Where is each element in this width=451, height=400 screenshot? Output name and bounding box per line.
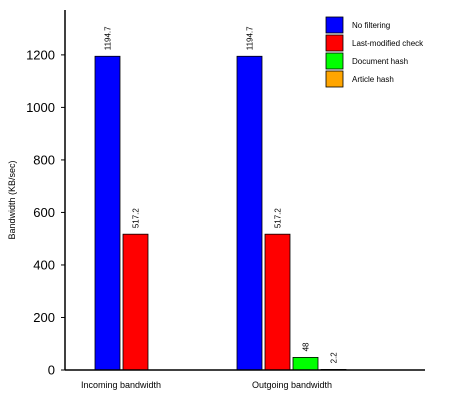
axes-layer (61, 10, 425, 371)
y-tick-label: 800 (33, 152, 55, 167)
data-label: 517.2 (132, 208, 141, 229)
y-axis-title: Bandwidth (KB/sec) (7, 160, 17, 239)
y-tick-label: 600 (33, 205, 55, 220)
legend-swatch (325, 52, 344, 70)
y-tick-label: 1000 (26, 100, 55, 115)
legend-label: Last-modified check (352, 39, 424, 48)
legend-swatch (325, 34, 344, 52)
bar (236, 55, 263, 371)
y-tick-label: 1200 (26, 47, 55, 62)
bar (264, 233, 291, 371)
data-label: 2.2 (330, 352, 339, 364)
legend-label: Article hash (352, 75, 394, 84)
data-label: 48 (302, 342, 311, 351)
bar (122, 233, 149, 371)
legend: No filtering Last-modified check Document … (325, 16, 424, 88)
x-category-label: Outgoing bandwidth (252, 380, 332, 390)
bar (94, 55, 121, 371)
x-category-label: Incoming bandwidth (81, 380, 161, 390)
y-tick-label: 0 (48, 363, 55, 378)
legend-swatch (325, 16, 344, 34)
bar (292, 356, 319, 371)
data-label: 517.2 (274, 208, 283, 229)
y-tick-label: 400 (33, 257, 55, 272)
data-label: 1194.7 (246, 26, 255, 50)
legend-swatch (325, 70, 344, 88)
labels-layer: Bandwidth (KB/sec) 0 200 400 600 800 1000 1200… (7, 26, 339, 390)
bars-layer (94, 55, 347, 371)
legend-label: No filtering (352, 21, 390, 30)
legend-label: Document hash (352, 57, 408, 66)
data-label: 1194.7 (104, 26, 113, 50)
y-tick-label: 200 (33, 310, 55, 325)
